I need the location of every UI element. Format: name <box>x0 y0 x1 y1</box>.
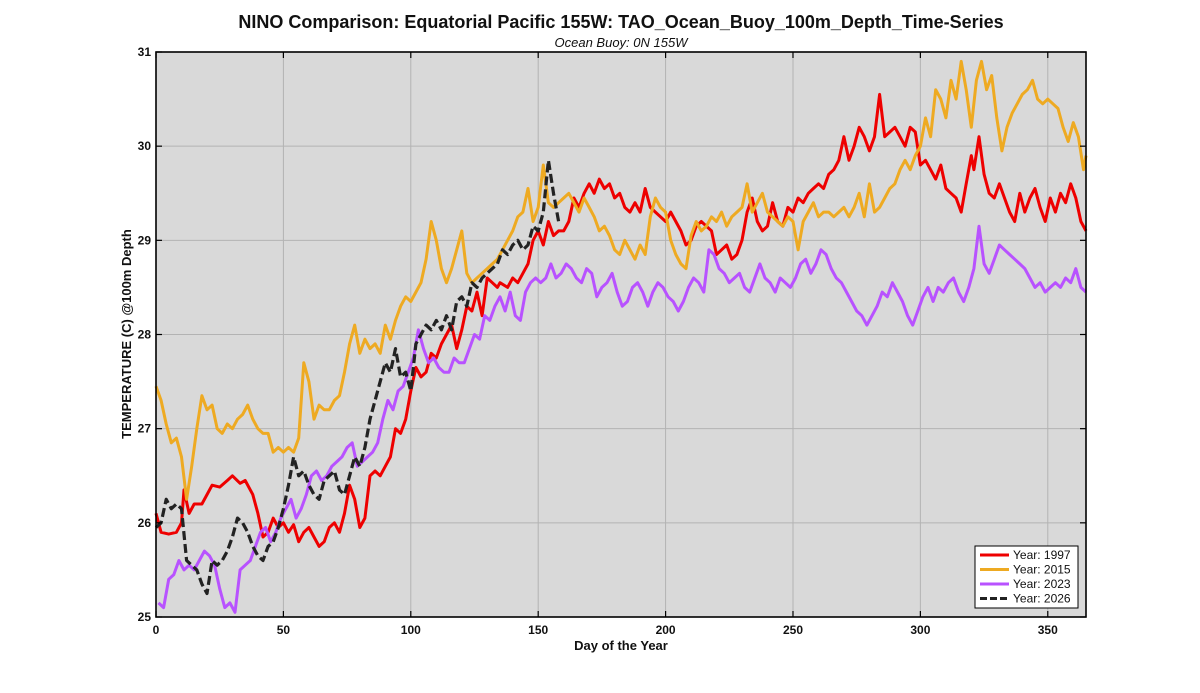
y-tick-label: 26 <box>138 516 152 530</box>
x-tick-label: 0 <box>153 623 160 637</box>
y-axis-label: TEMPERATURE (C) @100m Depth <box>119 229 134 439</box>
axis-ticks: 0 50 100 150 200 250 300 350 25 26 27 28 29 30 31 <box>138 45 1086 637</box>
legend-label: Year: 2015 <box>1013 563 1071 577</box>
legend-label: Year: 2023 <box>1013 577 1071 591</box>
x-tick-label: 350 <box>1038 623 1058 637</box>
chart-subtitle: Ocean Buoy: 0N 155W <box>555 35 690 50</box>
x-tick-label: 250 <box>783 623 803 637</box>
y-tick-label: 30 <box>138 139 152 153</box>
series-line-1 <box>154 59 1088 501</box>
series-line-2 <box>157 224 1088 614</box>
series-line-0 <box>154 92 1088 548</box>
chart-title: NINO Comparison: Equatorial Pacific 155W… <box>238 12 1003 32</box>
y-tick-label: 31 <box>138 45 152 59</box>
x-tick-label: 300 <box>910 623 930 637</box>
series-group <box>154 59 1088 614</box>
y-tick-label: 29 <box>138 233 152 247</box>
y-tick-label: 28 <box>138 328 152 342</box>
y-tick-label: 27 <box>138 422 152 436</box>
x-tick-label: 100 <box>401 623 421 637</box>
x-tick-label: 200 <box>656 623 676 637</box>
x-tick-label: 150 <box>528 623 548 637</box>
x-tick-label: 50 <box>277 623 291 637</box>
x-axis-label: Day of the Year <box>574 638 668 653</box>
legend-label: Year: 1997 <box>1013 548 1071 562</box>
legend-label: Year: 2026 <box>1013 592 1071 606</box>
y-tick-label: 25 <box>138 610 152 624</box>
series-line-3 <box>154 158 561 596</box>
